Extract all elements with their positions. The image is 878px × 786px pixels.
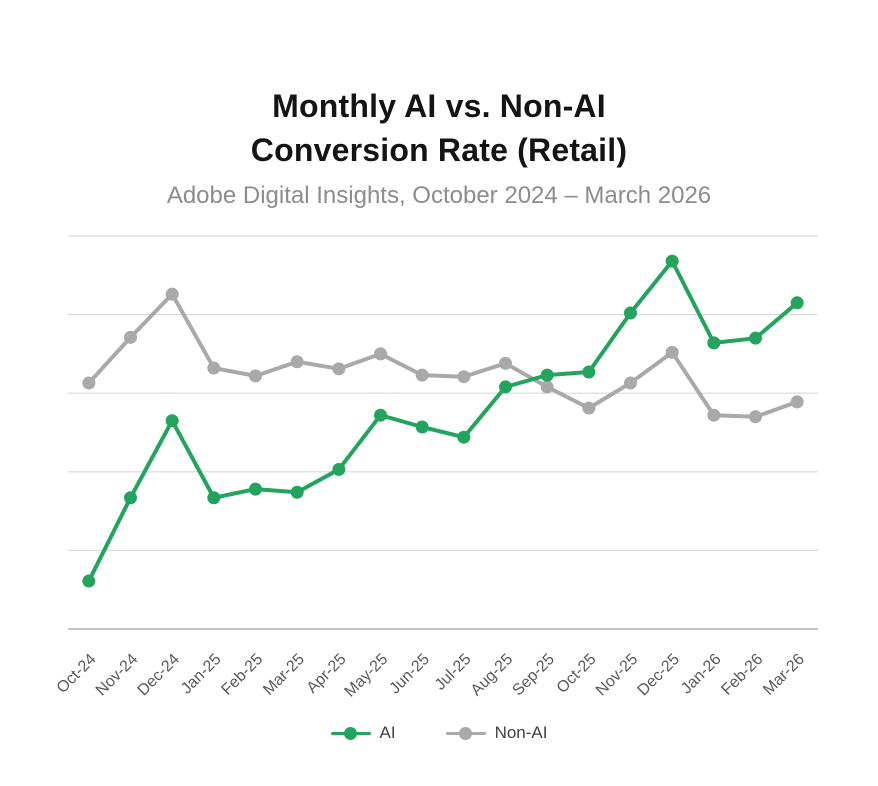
- non-ai-data-point: [332, 362, 346, 376]
- ai-data-point: [499, 380, 512, 394]
- non-ai-data-point: [457, 370, 471, 384]
- ai-data-point: [374, 408, 387, 422]
- ai-data-point: [582, 365, 596, 379]
- legend-label-ai: AI: [379, 723, 396, 742]
- ai-data-point: [707, 336, 721, 350]
- chart-title: Monthly AI vs. Non-AI Conversion Rate (Re…: [0, 84, 878, 172]
- chart-title-line1: Monthly AI vs. Non-AI: [272, 88, 606, 124]
- x-tick-label: Jan-26: [678, 651, 725, 698]
- x-tick-label: Mar-26: [760, 651, 808, 699]
- non-ai-line-dot-marker-icon: [445, 726, 486, 740]
- non-ai-data-point: [249, 369, 262, 383]
- non-ai-data-point: [582, 401, 596, 415]
- ai-data-point: [665, 254, 679, 268]
- x-tick-label: May-25: [342, 651, 392, 701]
- non-ai-series-line: [86, 292, 800, 419]
- x-tick-label: Oct-24: [54, 651, 100, 697]
- non-ai-data-point: [540, 380, 554, 394]
- non-ai-data-point: [82, 376, 96, 390]
- ai-line-dot-marker-icon: [330, 726, 371, 740]
- ai-data-point: [540, 368, 554, 382]
- x-tick-label: Aug-25: [468, 651, 517, 700]
- chart-subtitle: Adobe Digital Insights, October 2024 – M…: [166, 182, 712, 209]
- legend-label-non-ai: Non-AI: [494, 723, 548, 742]
- ai-data-point: [207, 491, 221, 505]
- chart-header: Monthly AI vs. Non-AI Conversion Rate (Re…: [0, 0, 878, 210]
- x-tick-label: Jun-25: [386, 651, 433, 698]
- ai-data-point: [415, 420, 429, 434]
- ai-series-line: [86, 259, 800, 584]
- ai-data-point: [624, 306, 637, 320]
- non-ai-data-point: [207, 361, 221, 375]
- chart-title-line2: Conversion Rate (Retail): [250, 132, 628, 168]
- non-ai-data-point: [665, 345, 679, 359]
- legend-item-ai: AI: [330, 723, 396, 743]
- x-tick-label: Mar-25: [260, 651, 308, 699]
- chart-legend: AI Non-AI: [0, 723, 878, 743]
- x-tick-label: Nov-25: [593, 651, 642, 700]
- ai-data-point: [82, 574, 96, 588]
- ai-data-point: [290, 485, 304, 499]
- ai-data-point: [332, 462, 346, 476]
- x-tick-label: Feb-25: [218, 651, 266, 699]
- ai-data-point: [249, 482, 262, 496]
- non-ai-data-point: [790, 395, 804, 409]
- ai-data-point: [124, 491, 137, 505]
- x-tick-label: Dec-25: [635, 651, 684, 700]
- x-tick-label: Nov-24: [93, 651, 142, 700]
- non-ai-data-point: [374, 347, 387, 361]
- non-ai-data-point: [749, 410, 762, 424]
- non-ai-data-point: [165, 287, 179, 301]
- x-tick-label: Feb-26: [718, 651, 766, 699]
- x-tick-label: Dec-24: [135, 651, 184, 700]
- ai-data-point: [749, 331, 762, 345]
- ai-data-point: [790, 296, 804, 310]
- non-ai-data-point: [124, 330, 137, 344]
- x-tick-label: Oct-25: [554, 651, 600, 697]
- non-ai-data-point: [499, 356, 512, 370]
- legend-item-non-ai: Non-AI: [445, 723, 548, 743]
- non-ai-data-point: [290, 355, 304, 369]
- ai-data-point: [165, 414, 179, 428]
- x-tick-label: Sep-25: [509, 651, 558, 700]
- ai-data-point: [457, 430, 471, 444]
- non-ai-data-point: [415, 368, 429, 382]
- non-ai-data-point: [624, 376, 637, 390]
- non-ai-data-point: [707, 408, 721, 422]
- x-tick-label: Jan-25: [178, 651, 225, 698]
